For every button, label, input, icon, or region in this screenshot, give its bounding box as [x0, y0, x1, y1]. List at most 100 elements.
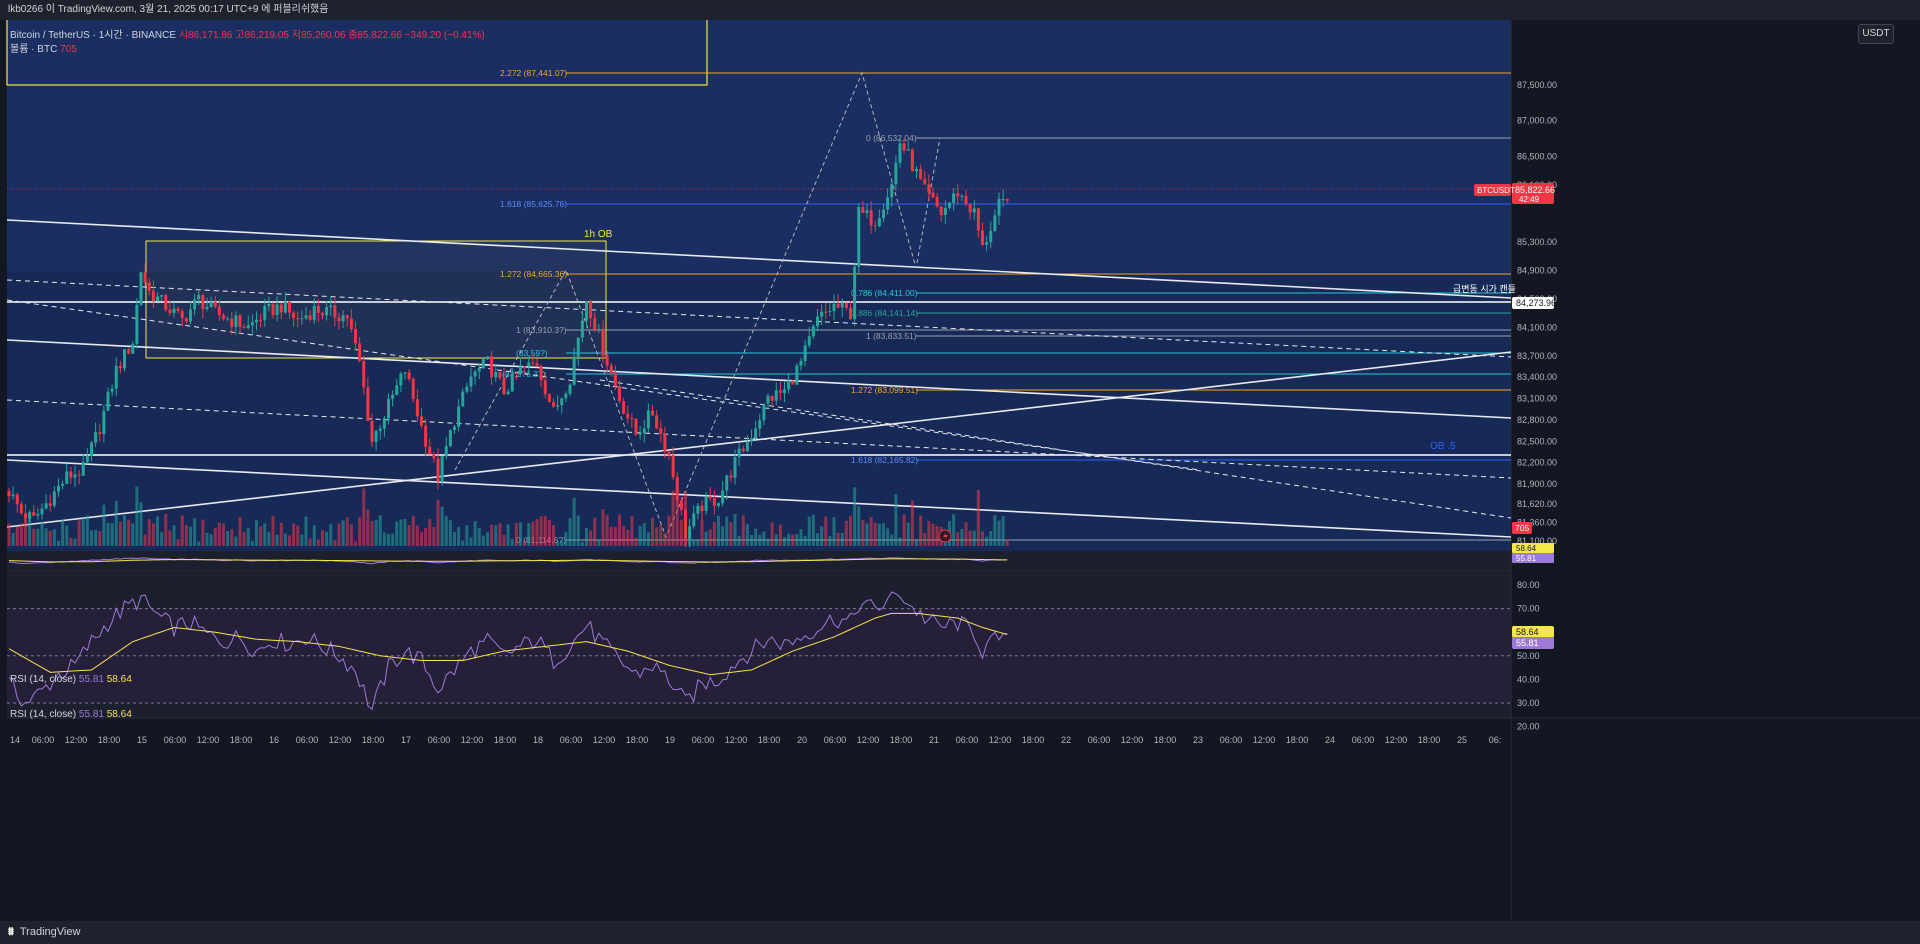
volume-bar — [494, 525, 498, 546]
volume-bar — [279, 522, 283, 546]
candle-body — [110, 388, 114, 392]
candle-body — [547, 394, 551, 403]
price-tick: 84,100.00 — [1517, 322, 1557, 332]
volume-bar — [667, 515, 671, 546]
volume-bar — [618, 514, 621, 546]
symbol-legend[interactable]: Bitcoin / TetherUS · 1시간 · BINANCE 시86,1… — [10, 26, 485, 41]
volume-bar — [61, 519, 65, 546]
candle-body — [156, 296, 159, 302]
candle-body — [890, 184, 894, 198]
volume-bar — [778, 524, 782, 546]
rsi-tick: 70.00 — [1517, 604, 1540, 614]
volume-bar — [28, 517, 32, 546]
candle-body — [906, 149, 910, 151]
volume-bar — [919, 515, 923, 546]
candle-body — [226, 318, 230, 320]
volume-bar — [213, 527, 217, 546]
currency-button[interactable]: USDT — [1858, 24, 1894, 44]
candle-body — [704, 496, 708, 512]
candle-body — [486, 356, 489, 360]
candle-body — [750, 438, 753, 442]
candle-body — [193, 299, 197, 310]
rsi-ma-tag — [1512, 626, 1554, 638]
volume-bar — [894, 494, 898, 546]
volume-bar — [960, 528, 964, 546]
volume-bar — [147, 519, 151, 546]
volume-bar — [131, 523, 135, 546]
time-tick: 12:00 — [593, 735, 616, 745]
candle-body — [308, 315, 312, 320]
volume-bar — [48, 530, 52, 546]
volume-bar — [527, 523, 531, 546]
volume-bar — [560, 540, 564, 546]
volume-bar — [816, 533, 819, 546]
volume-bar — [712, 521, 716, 546]
candle-body — [919, 169, 923, 179]
candle-body — [444, 446, 448, 457]
volume-bar — [201, 519, 205, 546]
volume-bar — [679, 519, 683, 546]
candle-body — [585, 301, 588, 321]
volume-bar — [585, 527, 588, 546]
volume-bar — [197, 541, 201, 546]
volume-bar — [601, 509, 605, 546]
fib-1-a-label: 1 (83,910.3?) — [516, 325, 567, 335]
volume-bar — [308, 538, 312, 546]
time-tick: 12:00 — [1121, 735, 1144, 745]
volume-bar — [57, 540, 60, 546]
price-tick: 87,500.00 — [1517, 80, 1557, 90]
volume-bar — [139, 502, 143, 546]
candle-body — [733, 457, 737, 478]
candle-body — [283, 301, 287, 313]
rsi-legend[interactable]: RSI (14, close) 55.81 58.64 — [10, 709, 132, 720]
candle-body — [642, 428, 646, 434]
candle-body — [65, 471, 69, 484]
candle-body — [981, 230, 984, 245]
volume-bar — [106, 523, 110, 546]
candle-body — [481, 359, 485, 369]
fib-0-label: 0 (86,532.04) — [866, 133, 917, 143]
candle-body — [609, 365, 613, 374]
brand-name: TradingView — [19, 926, 81, 938]
candle-body — [123, 349, 126, 369]
tradingview-logo-icon[interactable]: ⩩ — [8, 926, 14, 938]
candle-body — [337, 317, 341, 322]
candle-body — [341, 315, 345, 322]
rsi-ma-mini-tag — [1512, 543, 1554, 553]
volume-bar — [461, 540, 465, 546]
volume-bar — [989, 531, 993, 546]
candle-body — [952, 193, 956, 203]
candle-body — [234, 315, 238, 327]
candle-body — [976, 208, 980, 231]
rsi-legend-inline[interactable]: RSI (14, close) 55.81 58.64 — [10, 674, 132, 685]
time-tick: 18:00 — [626, 735, 649, 745]
volume-bar — [675, 484, 679, 546]
volume-bar — [547, 520, 551, 546]
candle-body — [948, 202, 951, 208]
volume-bar — [877, 523, 881, 546]
volume-bar — [209, 534, 213, 546]
candle-body — [461, 391, 465, 407]
candle-body — [139, 272, 143, 305]
candle-body — [230, 318, 234, 327]
time-tick: 06:00 — [1352, 735, 1375, 745]
time-tick: 18 — [533, 735, 543, 745]
rsi-mini-value: 55.81 — [1516, 554, 1537, 563]
time-tick: 22 — [1061, 735, 1071, 745]
lightning-icon-bolt — [943, 532, 948, 541]
candle-body — [836, 303, 840, 308]
candle-body — [94, 432, 98, 443]
volume-bar — [700, 520, 704, 546]
volume-legend[interactable]: 볼륨 · BTC 705 — [10, 40, 77, 55]
time-tick: 06:00 — [1088, 735, 1111, 745]
volume-bar — [976, 489, 980, 546]
lightning-icon[interactable] — [938, 529, 952, 543]
candle-body — [316, 305, 320, 313]
price-chart-svg[interactable]: 1h OB 2.272 (87,441.07) 0 (86,532.04) 1.618… — [0, 20, 1920, 920]
volume-bar — [510, 538, 514, 546]
volume-bar — [696, 540, 700, 546]
time-tick: 18:00 — [758, 735, 781, 745]
candle-body — [325, 307, 329, 316]
candle-body — [345, 315, 349, 319]
candle-body — [366, 387, 370, 421]
